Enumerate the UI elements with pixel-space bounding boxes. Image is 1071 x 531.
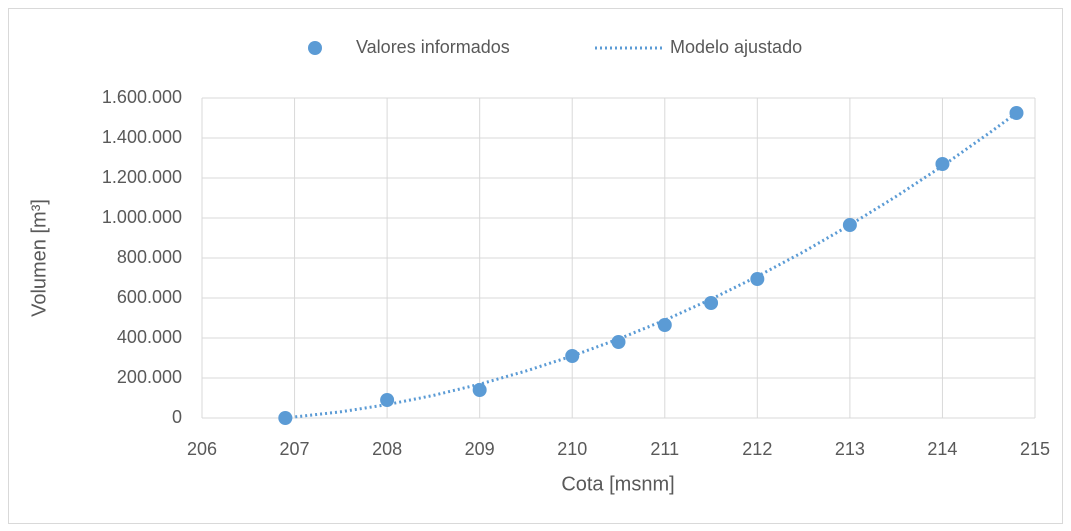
data-point [278,411,293,425]
y-tick-label: 400.000 [117,327,182,347]
y-tick-label: 200.000 [117,367,182,387]
data-point [842,218,857,232]
x-tick-label: 208 [372,439,402,459]
data-point [1009,106,1024,120]
x-tick-label: 206 [187,439,217,459]
data-point [704,296,719,310]
x-tick-label: 211 [650,439,679,459]
x-tick-label: 215 [1020,439,1050,459]
data-point [611,335,626,349]
x-tick-label: 210 [557,439,587,459]
chart-frame [8,8,1063,524]
data-point [380,393,395,407]
data-point [935,157,950,171]
y-tick-label: 800.000 [117,247,182,267]
x-tick-label: 212 [742,439,772,459]
x-tick-label: 213 [835,439,865,459]
y-tick-label: 600.000 [117,287,182,307]
y-tick-label: 1.600.000 [102,87,182,107]
x-tick-label: 209 [465,439,495,459]
x-tick-label: 214 [927,439,957,459]
data-point [657,318,672,332]
data-point [750,272,765,286]
y-axis-title: Volumen [m³] [28,199,50,317]
y-tick-label: 1.200.000 [102,167,182,187]
y-tick-label: 0 [172,407,182,427]
data-point [472,383,487,397]
legend-marker [308,41,322,55]
data-point [565,349,580,363]
x-tick-label: 207 [280,439,310,459]
x-axis-title: Cota [msnm] [561,473,674,495]
legend-label: Modelo ajustado [670,37,802,57]
y-tick-label: 1.400.000 [102,127,182,147]
legend-label: Valores informados [356,37,510,57]
y-tick-label: 1.000.000 [102,207,182,227]
